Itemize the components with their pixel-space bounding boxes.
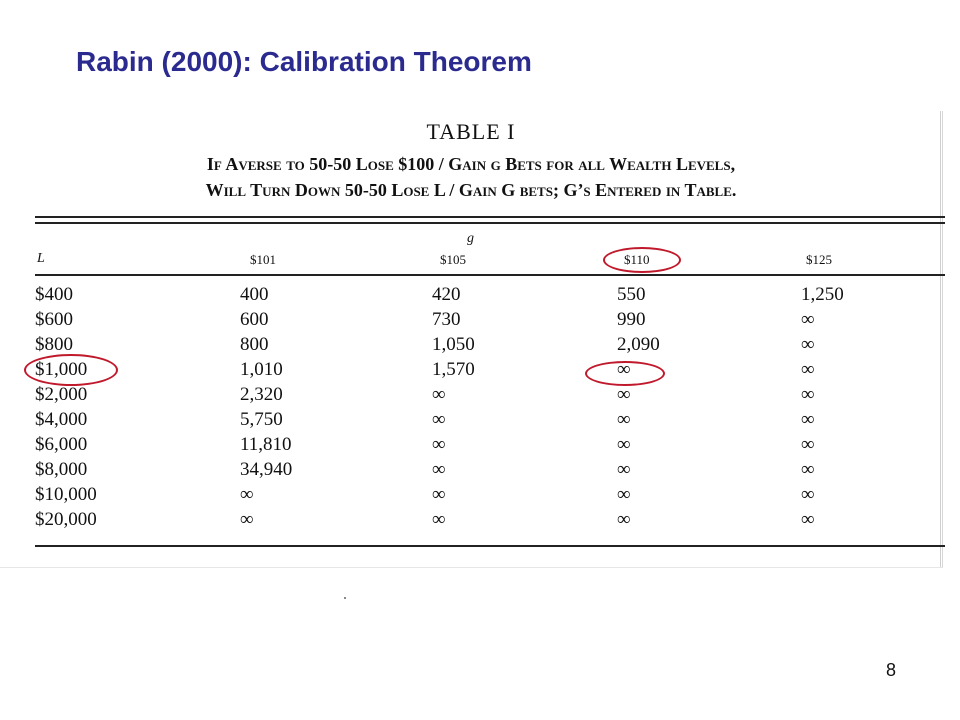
cell-g-110: ∞	[617, 384, 631, 405]
cell-g-101: ∞	[240, 509, 254, 530]
top-rule-1	[35, 216, 945, 218]
header-L: L	[37, 251, 45, 266]
cell-g-110: 550	[617, 284, 646, 305]
cell-g-101: 34,940	[240, 459, 293, 480]
cell-g-125: ∞	[801, 409, 815, 430]
cell-g-105: ∞	[432, 484, 446, 505]
cell-L: $400	[35, 284, 73, 305]
cell-g-125: ∞	[801, 309, 815, 330]
cell-g-101: 400	[240, 284, 269, 305]
table-caption-line-1: If Averse to 50-50 Lose $100 / Gain g Be…	[206, 154, 736, 174]
cell-g-125: ∞	[801, 509, 815, 530]
header-125: $125	[806, 252, 832, 267]
cell-g-110: ∞	[617, 509, 631, 530]
top-rule-2	[35, 222, 945, 224]
cell-g-105: ∞	[432, 434, 446, 455]
cell-g-101: 1,010	[240, 359, 283, 380]
cell-g-105: 1,050	[432, 334, 475, 355]
cell-g-125: ∞	[801, 459, 815, 480]
cell-g-101: 2,320	[240, 384, 283, 405]
table-number: TABLE I	[426, 119, 516, 144]
g-column-group-label: g	[467, 231, 474, 246]
cell-L: $800	[35, 334, 73, 355]
bottom-rule	[35, 545, 945, 547]
cell-g-105: 730	[432, 309, 461, 330]
cell-g-101: 11,810	[240, 434, 292, 455]
cell-L: $10,000	[35, 484, 97, 505]
cell-g-105: 1,570	[432, 359, 475, 380]
cell-g-110: ∞	[617, 409, 631, 430]
cell-g-125: 1,250	[801, 284, 844, 305]
cell-g-110: ∞	[617, 434, 631, 455]
slide-title: Rabin (2000): Calibration Theorem	[76, 46, 532, 77]
cell-g-110: ∞	[617, 484, 631, 505]
scan-speck	[344, 597, 346, 599]
cell-g-125: ∞	[801, 359, 815, 380]
cell-g-125: ∞	[801, 384, 815, 405]
cell-L: $8,000	[35, 459, 88, 480]
cell-g-101: 600	[240, 309, 269, 330]
cell-g-125: ∞	[801, 434, 815, 455]
table-caption-line-2: Will Turn Down 50-50 Lose L / Gain G bet…	[205, 180, 737, 200]
header-rule	[35, 274, 945, 276]
cell-g-105: ∞	[432, 384, 446, 405]
cell-L: $6,000	[35, 434, 88, 455]
cell-g-105: ∞	[432, 409, 446, 430]
cell-g-125: ∞	[801, 484, 815, 505]
cell-g-105: ∞	[432, 509, 446, 530]
cell-g-125: ∞	[801, 334, 815, 355]
cell-g-101: 800	[240, 334, 269, 355]
header-101: $101	[250, 252, 276, 267]
highlight-oval-110	[603, 247, 681, 273]
panel-right-border	[940, 111, 941, 567]
cell-L: $20,000	[35, 509, 97, 530]
cell-g-105: 420	[432, 284, 461, 305]
cell-g-101: 5,750	[240, 409, 283, 430]
cell-g-110: ∞	[617, 459, 631, 480]
cell-g-105: ∞	[432, 459, 446, 480]
cell-L: $2,000	[35, 384, 88, 405]
header-105: $105	[440, 252, 466, 267]
cell-g-101: ∞	[240, 484, 254, 505]
cell-L: $600	[35, 309, 73, 330]
highlight-oval-1000	[24, 354, 118, 386]
cell-L: $4,000	[35, 409, 88, 430]
highlight-oval-infinity	[585, 361, 665, 386]
cell-g-110: 990	[617, 309, 646, 330]
cell-g-110: 2,090	[617, 334, 660, 355]
table-scan-panel: TABLE I If Averse to 50-50 Lose $100 / G…	[0, 111, 945, 599]
page-number: 8	[885, 660, 896, 680]
